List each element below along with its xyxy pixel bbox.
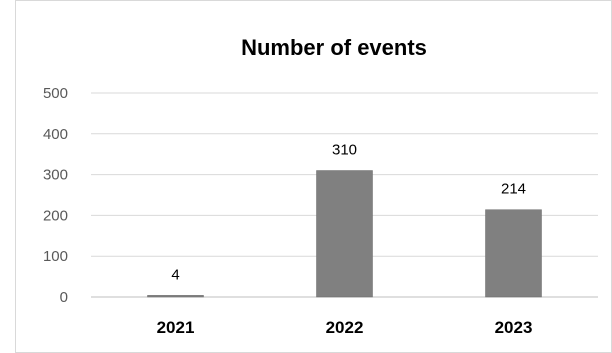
x-tick-label: 2021	[157, 318, 195, 337]
y-tick-label: 300	[43, 167, 68, 184]
y-tick-label: 400	[43, 126, 68, 143]
bar-2022	[316, 170, 373, 298]
data-label: 214	[501, 181, 526, 198]
y-axis-ticks: 0 100 200 300 400 500	[43, 85, 68, 306]
data-label: 4	[171, 266, 179, 283]
y-tick-label: 500	[43, 85, 68, 102]
data-label: 310	[332, 142, 357, 159]
bar-2021	[147, 295, 204, 298]
y-tick-label: 200	[43, 207, 68, 224]
x-tick-label: 2023	[495, 318, 533, 337]
y-tick-label: 100	[43, 248, 68, 265]
bars	[147, 170, 542, 298]
bar-2023	[485, 209, 542, 298]
x-tick-label: 2022	[326, 318, 364, 337]
y-tick-label: 0	[60, 289, 68, 306]
data-labels: 4 310 214	[171, 142, 526, 284]
x-axis-ticks: 2021 2022 2023	[157, 318, 533, 337]
chart-title: Number of events	[241, 35, 427, 60]
